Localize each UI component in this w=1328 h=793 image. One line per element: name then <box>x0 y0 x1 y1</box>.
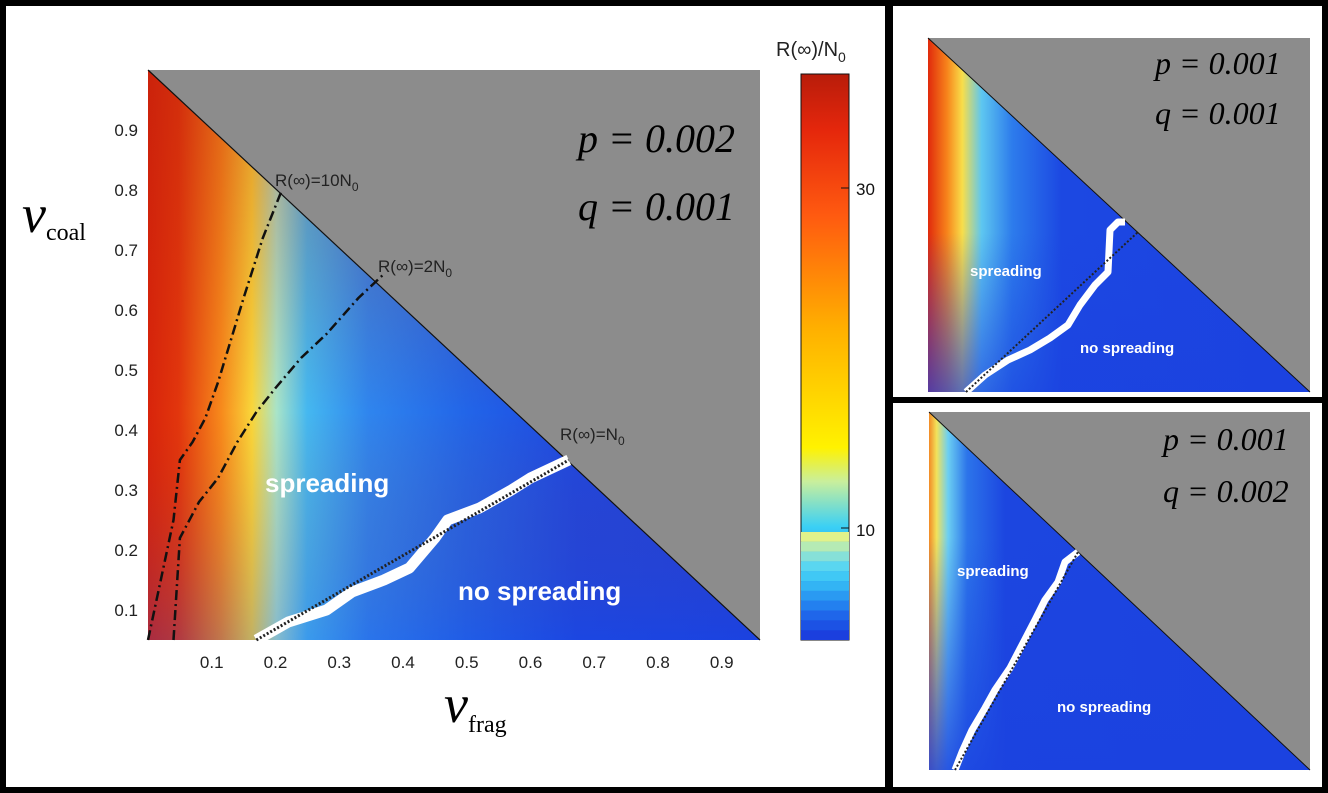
x-tick-label: 0.5 <box>455 653 479 672</box>
colorbar-band <box>801 532 849 542</box>
param-q-inset-top: q = 0.001 <box>1155 95 1281 131</box>
x-tick-label: 0.3 <box>327 653 351 672</box>
contour-r-10n0 <box>146 189 284 641</box>
colorbar-band <box>801 590 849 601</box>
region-label-no-spreading: no spreading <box>458 576 621 606</box>
colorbar-band <box>801 561 849 572</box>
inset-top-label-spreading: spreading <box>970 263 1042 280</box>
colorbar-tick-10: 10 <box>856 521 875 540</box>
contour-r-n0-white <box>253 455 572 645</box>
param-q-main: q = 0.001 <box>578 184 735 229</box>
param-p-main: p = 0.002 <box>575 116 735 161</box>
contour-label-10n0: R(∞)=10N0 <box>275 171 359 194</box>
colorbar-band <box>801 571 849 582</box>
y-tick-label: 0.1 <box>114 601 138 620</box>
inset-top-boundary-white <box>963 218 1125 395</box>
colorbar-band <box>801 551 849 562</box>
main-panel: 0.1 0.2 0.3 0.4 0.5 0.6 0.7 0.8 0.9 0.1 0.2 0.3 0.4… <box>22 69 761 738</box>
x-axis-label: νfrag <box>444 674 507 738</box>
main-contours <box>146 189 572 645</box>
colorbar-band <box>801 610 849 621</box>
y-tick-label: 0.6 <box>114 301 138 320</box>
colorbar-bands <box>801 532 849 640</box>
main-y-ticks: 0.1 0.2 0.3 0.4 0.5 0.6 0.7 0.8 0.9 <box>114 121 138 620</box>
param-q-inset-bottom: q = 0.002 <box>1163 473 1289 509</box>
x-tick-label: 0.4 <box>391 653 415 672</box>
x-tick-label: 0.2 <box>264 653 288 672</box>
contour-r-n0-dotted <box>255 458 570 642</box>
x-tick-label: 0.9 <box>710 653 734 672</box>
colorbar: 30 10 R(∞)/N0 <box>776 39 875 641</box>
colorbar-tick-30: 30 <box>856 180 875 199</box>
main-diagonal-boundary <box>147 69 761 641</box>
contour-label-2n0: R(∞)=2N0 <box>378 257 452 280</box>
y-tick-label: 0.9 <box>114 121 138 140</box>
inset-bottom-boundary-dotted <box>954 551 1079 771</box>
y-axis-label: νcoal <box>22 184 86 246</box>
y-tick-label: 0.5 <box>114 361 138 380</box>
colorbar-band <box>801 620 849 631</box>
colorbar-band <box>801 541 849 552</box>
y-tick-label: 0.2 <box>114 541 138 560</box>
y-tick-label: 0.3 <box>114 481 138 500</box>
y-tick-label: 0.7 <box>114 241 138 260</box>
colorbar-band <box>801 630 849 640</box>
inset-bottom-panel: spreading no spreading p = 0.001 q = 0.0… <box>928 411 1311 772</box>
inset-bottom-label-spreading: spreading <box>957 563 1029 580</box>
x-tick-label: 0.6 <box>519 653 543 672</box>
y-tick-label: 0.4 <box>114 421 138 440</box>
colorbar-band <box>801 581 849 591</box>
param-p-inset-top: p = 0.001 <box>1153 45 1281 81</box>
main-x-ticks: 0.1 0.2 0.3 0.4 0.5 0.6 0.7 0.8 0.9 <box>200 653 734 672</box>
inset-top-panel: spreading no spreading p = 0.001 q = 0.0… <box>927 37 1311 395</box>
colorbar-band <box>801 600 849 611</box>
inset-bottom-diagonal <box>928 411 1311 771</box>
inset-top-boundary-dotted <box>965 231 1139 393</box>
region-label-spreading: spreading <box>265 468 389 498</box>
y-tick-label: 0.8 <box>114 181 138 200</box>
param-p-inset-bottom: p = 0.001 <box>1161 421 1289 457</box>
inset-bottom-label-no-spreading: no spreading <box>1057 699 1151 716</box>
x-tick-label: 0.1 <box>200 653 224 672</box>
colorbar-title: R(∞)/N0 <box>776 39 846 65</box>
inset-top-label-no-spreading: no spreading <box>1080 340 1174 357</box>
inset-top-diagonal <box>927 37 1311 393</box>
x-tick-label: 0.8 <box>646 653 670 672</box>
contour-r-2n0 <box>172 273 385 641</box>
contour-label-n0: R(∞)=N0 <box>560 425 625 448</box>
x-tick-label: 0.7 <box>582 653 606 672</box>
inset-bottom-boundary-white <box>951 549 1081 772</box>
